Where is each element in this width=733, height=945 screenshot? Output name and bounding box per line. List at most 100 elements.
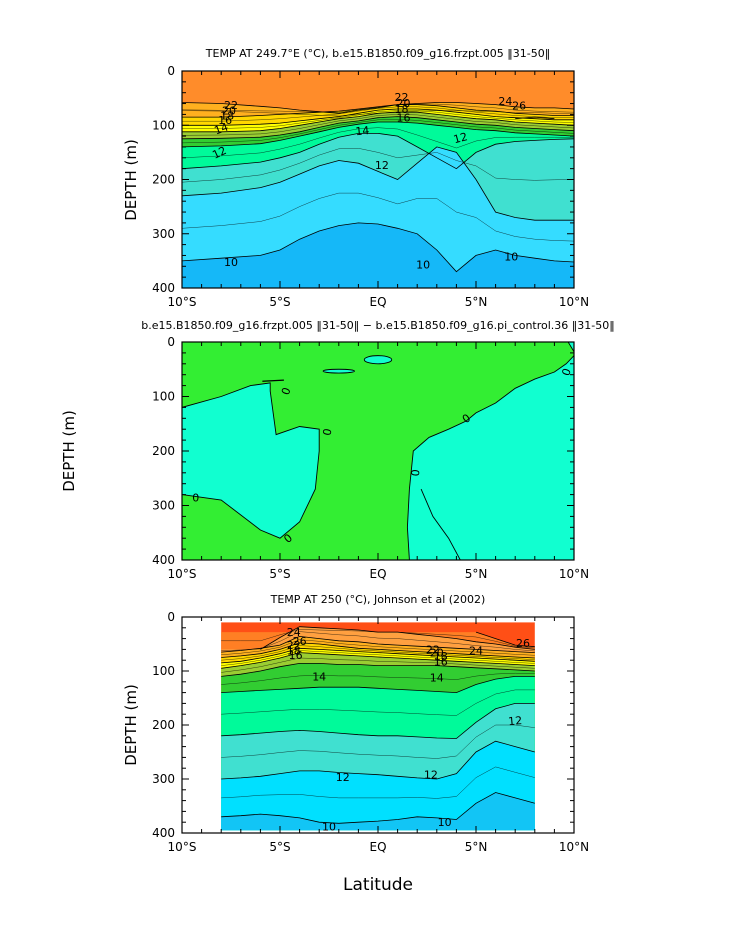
x-tick-label: 10°S [168,295,197,309]
isotherm-line [221,650,535,666]
x-tick-label: EQ [369,295,386,309]
contour-label: 10 [322,821,336,834]
y-tick-label: 400 [152,281,175,295]
contour-label: 12 [424,769,438,782]
panel-2-ylabel: DEPTH (m) [60,410,78,492]
contour-label: 0 [321,427,335,436]
isotherm-line [182,146,574,221]
x-tick-label: 10°N [559,295,589,309]
contour-label: 10 [438,816,452,829]
zero-contour [262,379,284,382]
contour-label: 22 [426,643,440,656]
isotherm-line [221,703,535,739]
contour-label: 18 [434,650,448,663]
contour-label: 14 [355,124,370,138]
x-tick-label: EQ [369,840,386,854]
isotherm-line [182,133,574,170]
contour-label: 20 [222,105,236,118]
panel-2: b.e15.B1850.f09_g16.frzpt.005 ‖31-50‖ − … [60,319,615,581]
contour-label: 0 [559,367,574,378]
isotherm-line [182,127,574,159]
temp-layer [221,741,535,831]
contour-label: 24 [498,95,512,108]
contour-label: 22 [224,99,238,112]
isotherm-line [221,766,535,799]
contour-label: 24 [469,644,483,657]
y-tick-label: 0 [167,335,175,349]
x-tick-label: 10°S [168,567,197,581]
y-tick-label: 300 [152,227,175,241]
isotherm-line [221,657,535,673]
negative-patch [363,355,393,365]
isotherm-line [221,663,535,677]
x-tick-label: 5°N [465,567,488,581]
panel-2-axes: 10°S 5°S EQ 5°N 10°N 0 100 200 300 400 [152,335,589,581]
panel-3-title: TEMP AT 250 (°C), Johnson et al (2002) [270,593,486,606]
y-tick-label: 200 [152,444,175,458]
x-tick-label: 5°S [269,567,290,581]
negative-region-west [182,382,320,539]
panel-2-title: b.e15.B1850.f09_g16.frzpt.005 ‖31-50‖ − … [141,319,615,332]
y-tick-label: 400 [152,826,175,840]
contour-label: 12 [375,159,389,172]
contour-label: 18 [395,103,409,116]
isotherm-line [221,740,535,780]
x-tick-label: 5°N [465,295,488,309]
y-tick-label: 0 [167,64,175,78]
contour-label: 22 [395,91,409,104]
contour-label: 14 [430,671,444,684]
isotherm-line [221,635,535,653]
negative-region-east [406,354,574,560]
contour-label: 10 [504,251,518,264]
isotherm-line [221,647,535,664]
contour-label: 24 [287,626,301,639]
negative-patch [567,342,574,353]
y-tick-label: 100 [152,664,175,678]
panel-3-ylabel: DEPTH (m) [122,684,140,766]
contour-label: 16 [396,112,410,125]
isotherm-line [221,642,535,659]
panel-1-ylabel: DEPTH (m) [122,139,140,221]
panel-1-axes: 10°S 5°S EQ 5°N 10°N 0 100 200 300 400 [152,64,589,309]
panel-1: TEMP AT 249.7°E (°C), b.e15.B1850.f09_g1… [122,47,589,309]
contour-label: 12 [452,130,469,146]
isotherm-line [182,103,574,113]
contour-label: 22 [287,639,301,652]
panel-3: TEMP AT 250 (°C), Johnson et al (2002) 2… [122,593,589,854]
contour-label: 0 [279,386,294,397]
negative-patch [322,368,355,374]
y-tick-label: 100 [152,118,175,132]
zero-contour [420,488,461,560]
isotherm-line [221,639,535,656]
isotherm-line [182,111,574,133]
x-tick-label: 5°N [465,840,488,854]
x-tick-label: 5°S [269,295,290,309]
y-tick-label: 200 [152,173,175,187]
y-tick-label: 0 [167,610,175,624]
contour-label: 0 [192,491,199,504]
panel-1-title: TEMP AT 249.7°E (°C), b.e15.B1850.f09_g1… [205,47,550,60]
isotherm-line [475,631,535,648]
contour-label: 12 [508,714,523,728]
contour-label: 14 [312,670,326,683]
y-tick-label: 300 [152,772,175,786]
contour-label: 16 [289,649,303,662]
isotherm-line [221,631,535,652]
contour-label: 18 [287,644,301,657]
y-tick-label: 200 [152,718,175,732]
isotherm-line [221,645,535,661]
contour-label: 18 [220,109,234,122]
x-tick-label: 10°S [168,840,197,854]
x-tick-label: 10°N [559,840,589,854]
isotherm-line [182,110,574,117]
panel-1-contours [182,102,574,273]
isotherm-line [221,652,535,669]
contour-label: 0 [409,469,423,477]
isotherm-line [182,192,574,242]
x-axis-label: Latitude [343,875,413,895]
isotherm-line [182,116,574,140]
contour-label: 20 [430,647,444,660]
x-tick-label: EQ [369,567,386,581]
